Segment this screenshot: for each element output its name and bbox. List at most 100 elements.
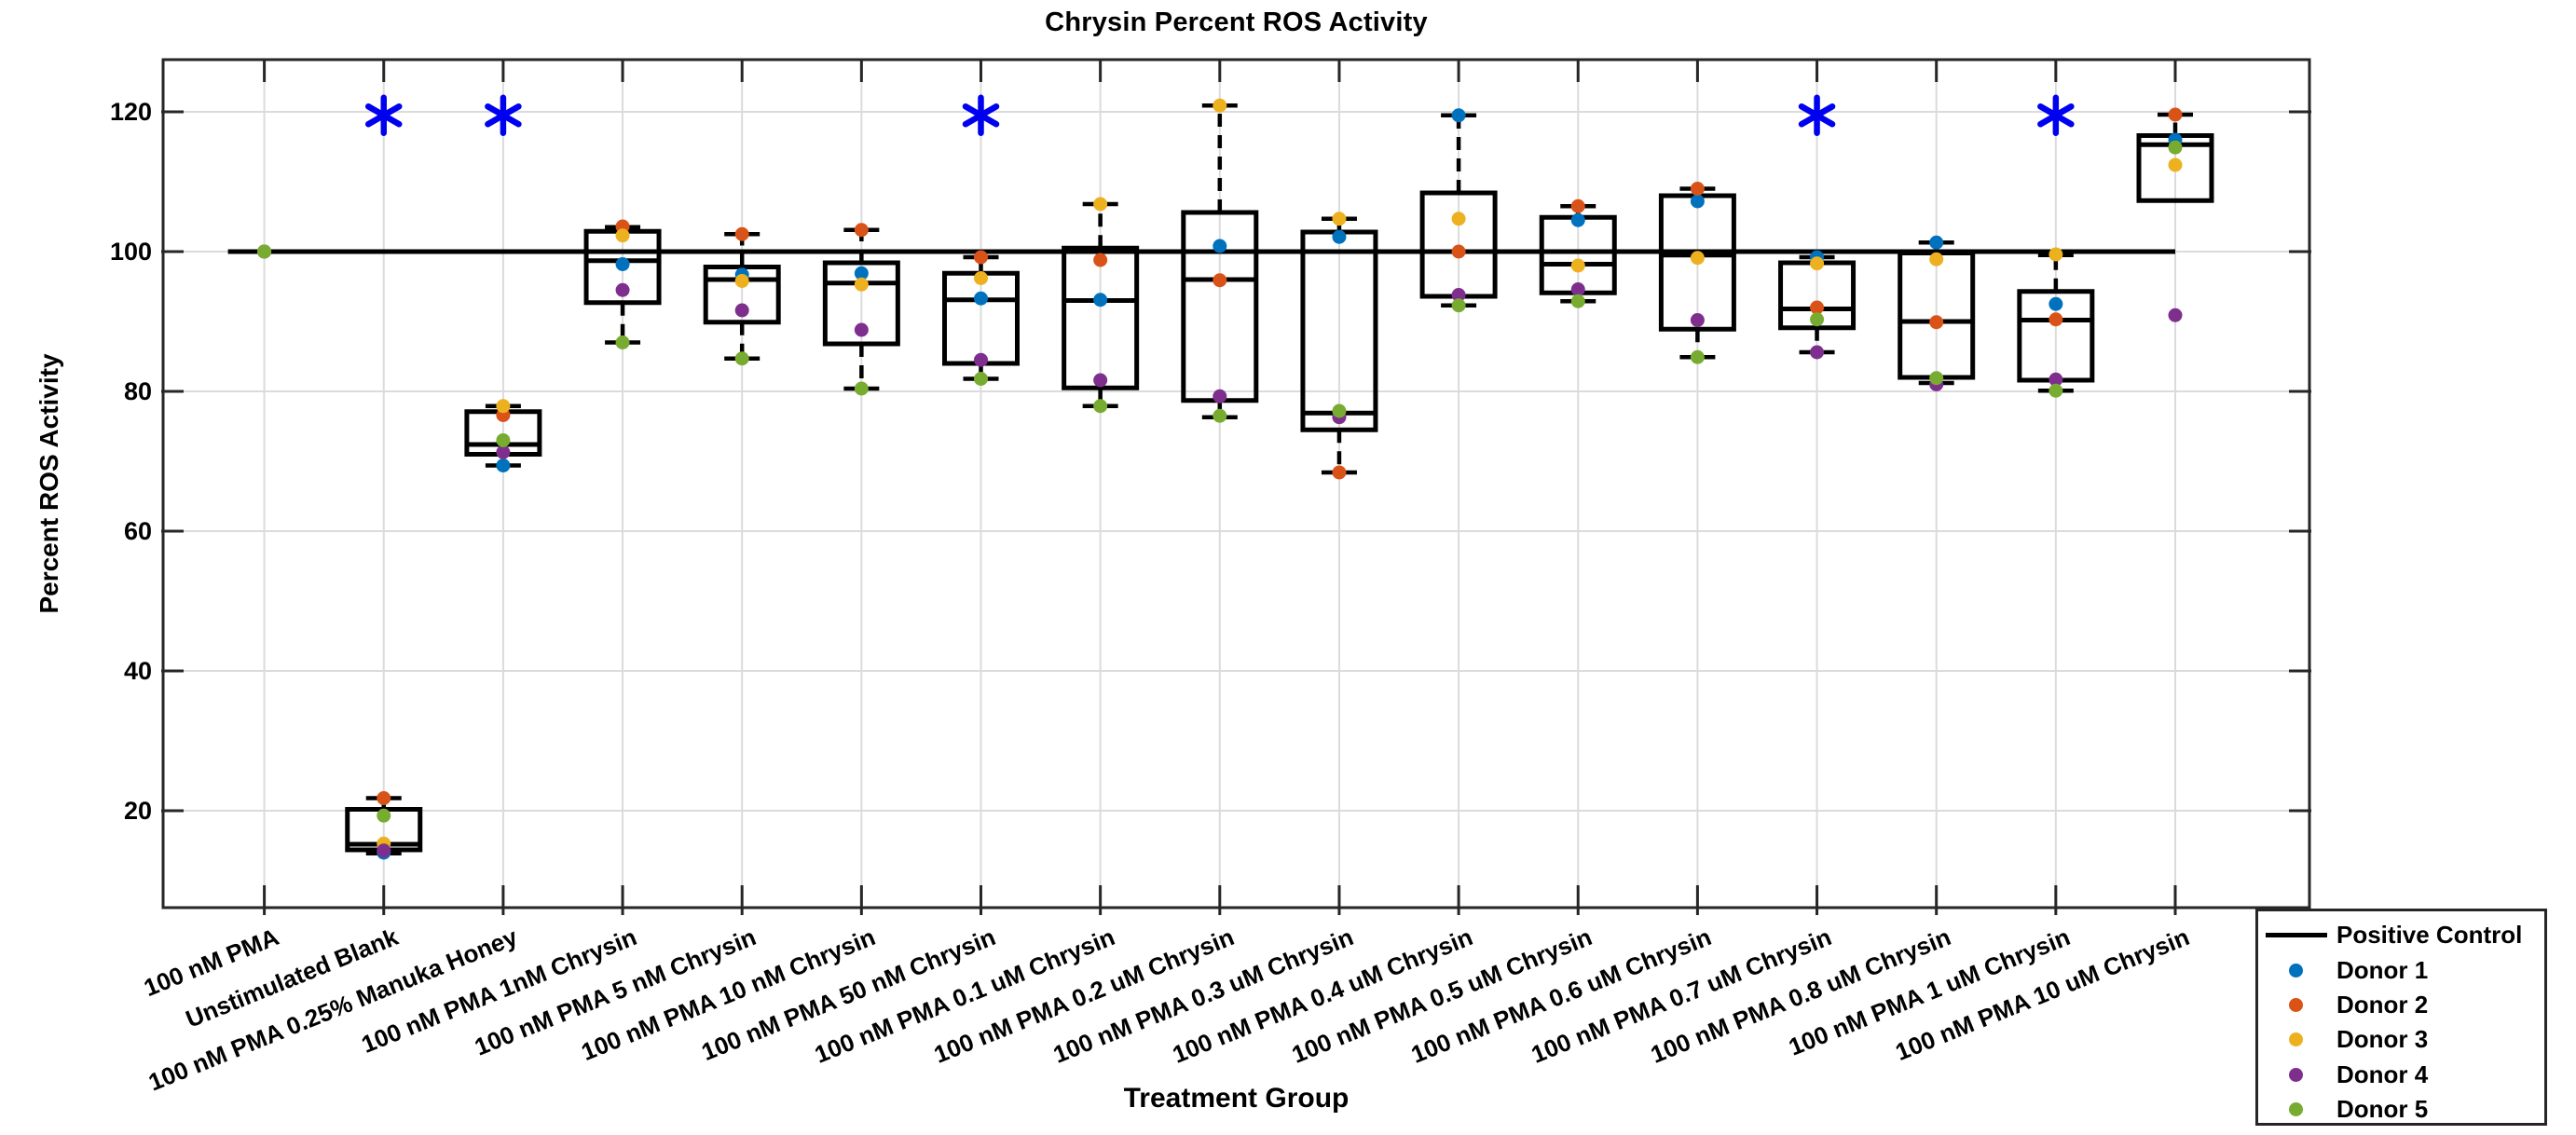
- donor-point: [1570, 212, 1585, 227]
- donor-point: [1451, 288, 1466, 302]
- donor-point: [1929, 371, 1944, 386]
- donor-point: [1810, 345, 1825, 360]
- donor-point: [2168, 140, 2183, 155]
- donor-point: [496, 458, 511, 472]
- donor-point: [734, 351, 749, 366]
- donor-point: [2168, 157, 2183, 172]
- donor-point: [615, 335, 630, 349]
- donor-point: [974, 372, 988, 386]
- donor-point: [1929, 252, 1944, 267]
- donor-point: [854, 322, 869, 337]
- donor-point: [1570, 198, 1585, 213]
- donor-point: [377, 843, 391, 858]
- donor-point: [854, 277, 869, 292]
- donor-dot-swatch: [2289, 1067, 2303, 1082]
- donor-point: [1213, 273, 1227, 288]
- donor-point: [1690, 194, 1705, 209]
- significance-asterisk: [1798, 94, 1836, 136]
- legend-item-donor-1: Donor 1: [2258, 952, 2544, 987]
- donor-point: [1332, 403, 1347, 418]
- donor-point: [496, 433, 511, 447]
- legend-item-positive-control: Positive Control: [2258, 918, 2544, 952]
- y-tick-label: 60: [123, 517, 152, 545]
- donor-point: [615, 282, 630, 297]
- donor-dot-swatch: [2289, 1102, 2303, 1117]
- donor-point: [1451, 108, 1466, 123]
- donor-point: [2048, 312, 2063, 327]
- significance-asterisk: [962, 94, 1000, 136]
- donor-dot-swatch: [2289, 997, 2303, 1012]
- donor-point: [1570, 282, 1585, 296]
- donor-point: [1451, 212, 1466, 226]
- x-axis-label: Treatment Group: [1123, 1083, 1350, 1114]
- donor-dot-swatch: [2289, 1032, 2303, 1047]
- donor-point: [1093, 399, 1108, 414]
- donor-point: [1690, 349, 1705, 364]
- legend-label: Donor 1: [2336, 955, 2429, 984]
- donor-point: [496, 399, 511, 414]
- donor-point: [974, 271, 988, 285]
- legend-label: Donor 3: [2336, 1025, 2429, 1054]
- donor-point: [1093, 293, 1108, 308]
- legend-swatch: [2258, 933, 2336, 938]
- donor-point: [1810, 256, 1825, 271]
- legend-item-donor-5: Donor 5: [2258, 1092, 2544, 1127]
- donor-point: [1213, 98, 1227, 113]
- significance-asterisk: [365, 94, 403, 136]
- donor-point: [615, 228, 630, 243]
- donor-point: [974, 250, 988, 265]
- donor-point: [1332, 229, 1347, 244]
- donor-point: [1929, 235, 1944, 250]
- donor-point: [974, 352, 988, 367]
- donor-point: [734, 303, 749, 318]
- donor-point: [257, 244, 272, 259]
- significance-asterisk: [485, 94, 522, 136]
- donor-point: [974, 291, 988, 306]
- donor-point: [1451, 298, 1466, 313]
- y-tick-label: 80: [123, 377, 152, 405]
- legend-item-donor-4: Donor 4: [2258, 1058, 2544, 1092]
- y-tick-label: 100: [109, 238, 152, 266]
- donor-point: [1929, 315, 1944, 330]
- donor-point: [2168, 107, 2183, 122]
- legend-item-donor-3: Donor 3: [2258, 1022, 2544, 1057]
- donor-point: [1690, 251, 1705, 266]
- donor-point: [1093, 253, 1108, 267]
- donor-point: [1570, 294, 1585, 308]
- positive-control-line-swatch: [2266, 933, 2327, 938]
- donor-point: [1093, 197, 1108, 212]
- donor-point: [1810, 300, 1825, 315]
- donor-point: [2048, 372, 2063, 387]
- donor-point: [615, 257, 630, 271]
- legend-swatch: [2258, 1067, 2336, 1082]
- box-group: [1778, 254, 1857, 355]
- donor-point: [496, 444, 511, 459]
- donor-point: [1570, 258, 1585, 273]
- significance-asterisk: [2037, 94, 2075, 136]
- legend-label: Positive Control: [2336, 921, 2523, 950]
- donor-point: [2048, 296, 2063, 311]
- legend-swatch: [2258, 1102, 2336, 1117]
- donor-point: [2168, 308, 2183, 322]
- y-tick-label: 120: [109, 98, 152, 126]
- donor-point: [2048, 247, 2063, 262]
- donor-point: [854, 223, 869, 238]
- donor-point: [1332, 212, 1347, 226]
- legend: Positive Control Donor 1 Donor 2 Donor 3 Don…: [2255, 909, 2547, 1126]
- chart-title: Chrysin Percent ROS Activity: [1045, 7, 1428, 37]
- donor-point: [1213, 389, 1227, 403]
- donor-point: [1451, 244, 1466, 259]
- y-axis-label: Percent ROS Activity: [34, 353, 63, 614]
- donor-point: [1332, 465, 1347, 480]
- legend-label: Donor 5: [2336, 1095, 2429, 1124]
- donor-point: [854, 266, 869, 280]
- legend-label: Donor 4: [2336, 1060, 2429, 1088]
- legend-item-donor-2: Donor 2: [2258, 988, 2544, 1022]
- donor-point: [377, 808, 391, 823]
- y-tick-label: 40: [123, 657, 152, 685]
- donor-point: [854, 381, 869, 396]
- legend-swatch: [2258, 997, 2336, 1012]
- y-tick-label: 20: [123, 797, 152, 825]
- donor-point: [1213, 239, 1227, 253]
